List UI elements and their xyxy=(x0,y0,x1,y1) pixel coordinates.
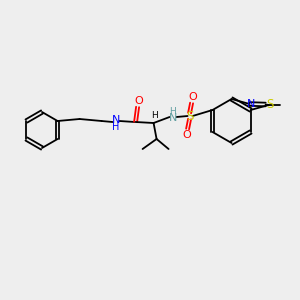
Text: O: O xyxy=(134,96,143,106)
Text: H: H xyxy=(112,122,119,132)
Text: H: H xyxy=(169,106,176,116)
Text: H: H xyxy=(151,112,158,121)
Text: O: O xyxy=(182,130,191,140)
Text: S: S xyxy=(186,110,193,122)
Text: O: O xyxy=(188,92,197,102)
Text: N: N xyxy=(168,113,177,123)
Text: S: S xyxy=(266,98,273,110)
Text: N: N xyxy=(111,115,120,125)
Text: N: N xyxy=(246,99,255,109)
